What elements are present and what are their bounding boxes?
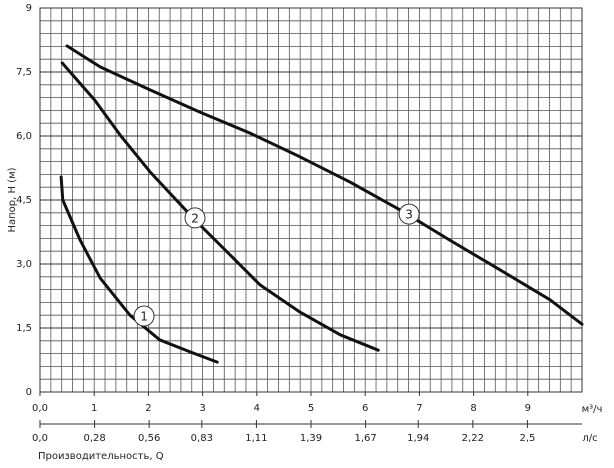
y-tick-label: 9 xyxy=(26,3,32,14)
x-tick-label: 6 xyxy=(362,403,368,414)
x2-tick-label: 1,67 xyxy=(354,433,376,444)
plot-frame xyxy=(39,7,583,393)
x-tick-label: 1 xyxy=(91,403,97,414)
x2-tick-label: 2,22 xyxy=(462,433,484,444)
x2-tick-label: 1,94 xyxy=(407,433,429,444)
y-tick-label: 4,5 xyxy=(16,195,32,206)
x2-tick-label: 0,83 xyxy=(191,433,213,444)
x2-unit: л/с xyxy=(582,433,597,444)
x-axis-title: Производительность, Q xyxy=(38,451,164,462)
x2-tick-label: 2,5 xyxy=(519,433,535,444)
x2-tick-label: 1,11 xyxy=(245,433,267,444)
pump-curve xyxy=(59,175,219,364)
curve-label: 2 xyxy=(191,211,199,225)
x-tick-label: 0,0 xyxy=(32,403,48,414)
x2-tick-label: 0,0 xyxy=(32,433,48,444)
x-tick-label: 9 xyxy=(525,403,531,414)
x-tick-label: 8 xyxy=(470,403,476,414)
y-tick-label: 1,5 xyxy=(16,323,32,334)
pump-curve xyxy=(60,61,380,352)
pump-curve xyxy=(65,44,584,326)
curve-label-circle xyxy=(133,305,155,327)
x-unit: м³/ч xyxy=(582,404,603,415)
x-tick-label: 7 xyxy=(416,403,422,414)
y-axis-title: Напор, Н (м) xyxy=(7,167,18,232)
x-tick-label: 4 xyxy=(254,403,260,414)
y-tick-label: 0 xyxy=(26,387,32,398)
curve-label-circle xyxy=(184,207,206,229)
curve-label: 3 xyxy=(405,208,413,222)
x2-tick-label: 0,56 xyxy=(138,433,160,444)
x2-tick-label: 1,39 xyxy=(300,433,322,444)
x-tick-label: 2 xyxy=(145,403,151,414)
x-tick-label: 5 xyxy=(308,403,314,414)
y-tick-label: 6,0 xyxy=(16,131,32,142)
curve-label-circle xyxy=(398,203,420,225)
y-tick-label: 3,0 xyxy=(16,259,32,270)
y-tick-label: 7,5 xyxy=(16,67,32,78)
curve-label: 1 xyxy=(140,310,148,324)
x-tick-label: 3 xyxy=(199,403,205,414)
x2-tick-label: 0,28 xyxy=(83,433,105,444)
